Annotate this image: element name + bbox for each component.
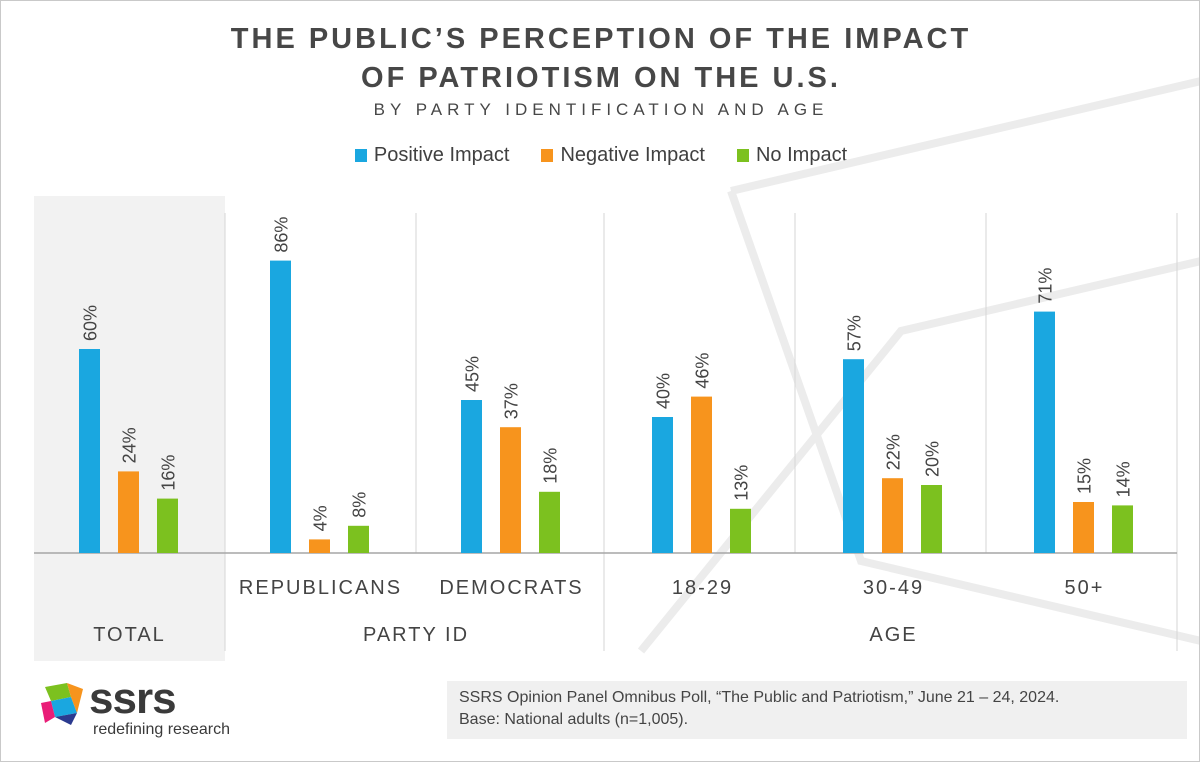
data-label: 4% xyxy=(311,505,331,531)
legend-swatch xyxy=(354,149,367,162)
chart-title: THE PUBLIC’S PERCEPTION OF THE IMPACT xyxy=(230,23,972,55)
group-label: TOTAL xyxy=(93,624,166,646)
data-label: 46% xyxy=(693,353,713,389)
bar xyxy=(652,417,673,553)
bar xyxy=(348,525,369,553)
data-label: 24% xyxy=(120,427,140,463)
data-label: 37% xyxy=(502,383,522,419)
bar xyxy=(500,427,521,553)
bar xyxy=(921,485,942,553)
bar xyxy=(539,491,560,553)
group-label: AGE xyxy=(869,624,917,646)
category-label: REPUBLICANS xyxy=(239,577,402,599)
data-label: 86% xyxy=(272,217,292,253)
watermark-line xyxy=(727,189,1199,645)
logo-tagline: redefining research xyxy=(93,721,230,738)
bar xyxy=(1034,311,1055,553)
data-label: 13% xyxy=(732,465,752,501)
ssrs-logo-icon xyxy=(41,683,83,725)
watermark-line xyxy=(730,77,1199,195)
legend-swatch xyxy=(541,149,554,162)
data-label: 45% xyxy=(463,356,483,392)
bar xyxy=(730,508,751,553)
category-label: 18-29 xyxy=(672,577,733,599)
legend-label: Negative Impact xyxy=(560,144,705,166)
data-label: 57% xyxy=(845,315,865,351)
data-label: 14% xyxy=(1114,461,1134,497)
data-label: 60% xyxy=(81,305,101,341)
legend-item: Negative Impact xyxy=(541,144,705,167)
group-label: PARTY ID xyxy=(363,624,469,646)
bar xyxy=(309,539,330,553)
source-line-1: SSRS Opinion Panel Omnibus Poll, “The Pu… xyxy=(459,689,1060,706)
total-panel-background xyxy=(34,196,225,661)
category-label: 30-49 xyxy=(863,577,924,599)
bar xyxy=(691,396,712,553)
chart-title-line2: OF PATRIOTISM ON THE U.S. xyxy=(361,62,841,94)
data-label: 20% xyxy=(923,441,943,477)
chart-subtitle: BY PARTY IDENTIFICATION AND AGE xyxy=(373,100,829,119)
bar xyxy=(270,260,291,553)
bar xyxy=(843,359,864,553)
bar xyxy=(118,471,139,553)
data-label: 8% xyxy=(350,492,370,518)
bar xyxy=(1073,502,1094,553)
data-label: 22% xyxy=(884,434,904,470)
legend-label: Positive Impact xyxy=(373,144,510,166)
bar xyxy=(461,400,482,553)
bar xyxy=(882,478,903,553)
legend-label: No Impact xyxy=(755,144,848,166)
chart-legend: Positive Impact Negative Impact No Impact xyxy=(1,144,1199,167)
bar xyxy=(157,498,178,553)
source-line-2: Base: National adults (n=1,005). xyxy=(459,711,689,728)
data-label: 71% xyxy=(1036,268,1056,304)
category-label: 50+ xyxy=(1065,577,1105,599)
legend-swatch xyxy=(736,149,749,162)
watermark-line xyxy=(637,257,1199,654)
bar xyxy=(1112,505,1133,553)
data-label: 15% xyxy=(1075,458,1095,494)
legend-item: No Impact xyxy=(736,144,848,167)
data-label: 16% xyxy=(159,455,179,491)
source-note: SSRS Opinion Panel Omnibus Poll, “The Pu… xyxy=(447,681,1187,739)
data-label: 18% xyxy=(541,448,561,484)
legend-item: Positive Impact xyxy=(354,144,510,167)
category-label: DEMOCRATS xyxy=(439,577,583,599)
data-label: 40% xyxy=(654,373,674,409)
bar xyxy=(79,349,100,553)
logo-wordmark: ssrs xyxy=(89,674,177,723)
